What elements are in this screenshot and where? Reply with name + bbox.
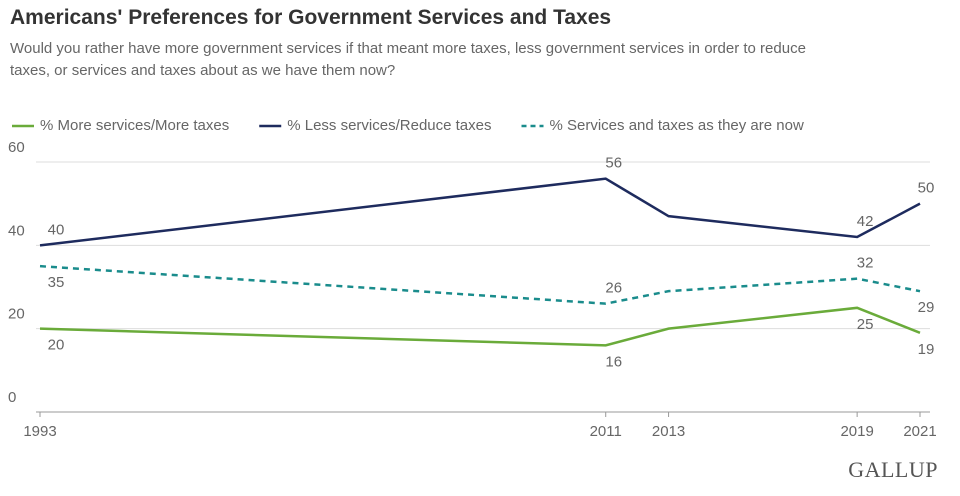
- x-tick-label: 2011: [590, 423, 622, 440]
- x-tick-label: 2019: [840, 423, 873, 440]
- data-label: 29: [918, 299, 935, 316]
- legend-label: % More services/More taxes: [40, 117, 229, 134]
- x-tick-label: 1993: [23, 423, 56, 440]
- data-label: 56: [605, 155, 622, 172]
- x-tick-label: 2021: [903, 423, 936, 440]
- data-label: 19: [918, 341, 935, 358]
- data-label: 40: [48, 221, 65, 238]
- data-label: 42: [857, 213, 874, 230]
- series-line: [39, 177, 921, 247]
- data-label: 26: [605, 280, 622, 297]
- y-tick-label: 60: [8, 139, 25, 156]
- data-label: 25: [857, 316, 874, 333]
- y-tick-label: 40: [8, 222, 25, 239]
- data-label: 32: [857, 255, 874, 272]
- data-label: 20: [48, 337, 65, 354]
- x-tick-label: 2013: [652, 423, 685, 440]
- chart-title: Americans' Preferences for Government Se…: [10, 6, 612, 29]
- series-line: [39, 264, 921, 305]
- source-logo: GALLUP: [848, 457, 938, 482]
- legend-label: % Services and taxes as they are now: [550, 117, 804, 134]
- series-line: [39, 306, 921, 347]
- y-tick-label: 0: [8, 389, 16, 406]
- data-label: 50: [918, 180, 935, 197]
- legend-label: % Less services/Reduce taxes: [287, 117, 491, 134]
- data-label: 16: [605, 353, 622, 370]
- data-label: 35: [48, 274, 65, 291]
- y-tick-label: 20: [8, 306, 25, 323]
- chart-subtitle: Would you rather have more government se…: [10, 40, 806, 79]
